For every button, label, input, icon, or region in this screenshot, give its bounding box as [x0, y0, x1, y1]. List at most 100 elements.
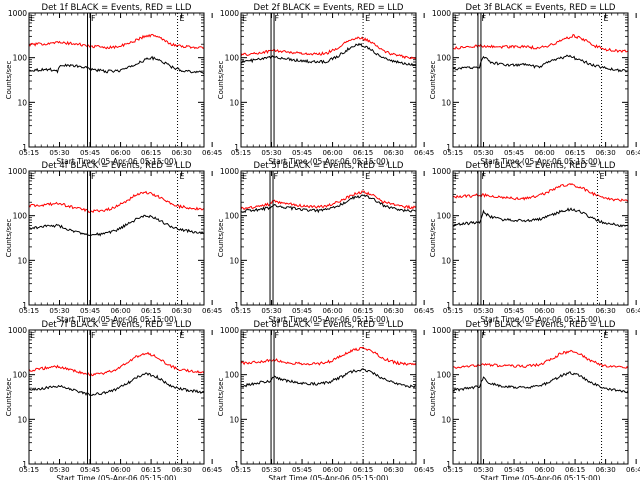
- x-tick-label: 05:45: [292, 466, 312, 474]
- marker-label: E: [180, 172, 185, 181]
- chart-title: Det 6f BLACK = Events, RED = LLD: [466, 161, 616, 171]
- x-tick-label: 05:30: [49, 149, 69, 157]
- series-line-lld: [240, 346, 417, 366]
- x-tick-label: 06:45: [202, 466, 222, 474]
- x-tick-label: 06:15: [141, 307, 161, 315]
- x-tick-label: 05:30: [261, 307, 281, 315]
- x-tick-label: 06:30: [596, 149, 616, 157]
- x-tick-label: 05:15: [443, 149, 463, 157]
- chart-title: Det 1f BLACK = Events, RED = LLD: [42, 3, 192, 13]
- x-tick-label: 06:45: [414, 466, 434, 474]
- y-tick-label: 1000: [8, 167, 27, 176]
- x-tick-label: 06:00: [110, 466, 130, 474]
- x-tick-label: 05:15: [19, 149, 39, 157]
- plot-frame: [240, 170, 417, 306]
- x-tick-label: 06:30: [596, 466, 616, 474]
- marker-label: E: [365, 172, 370, 181]
- y-tick-label: 1000: [432, 167, 451, 176]
- x-tick-label: 06:00: [534, 466, 554, 474]
- y-tick-label: 1000: [432, 326, 451, 335]
- chart-title: Det 9f BLACK = Events, RED = LLD: [466, 320, 616, 330]
- chart-title: Det 8f BLACK = Events, RED = LLD: [254, 320, 404, 330]
- series-line-events: [28, 55, 205, 75]
- x-tick-label: 05:15: [443, 466, 463, 474]
- y-tick-label: 1: [22, 460, 27, 469]
- y-tick-label: 1: [446, 460, 451, 469]
- marker-label: F: [481, 331, 486, 340]
- y-tick-label: 1000: [8, 9, 27, 18]
- y-tick-label: 1: [22, 143, 27, 152]
- x-tick-label: 05:30: [473, 149, 493, 157]
- marker-label: E: [242, 14, 247, 23]
- chart-title: Det 7f BLACK = Events, RED = LLD: [42, 320, 192, 330]
- y-tick-label: 100: [225, 212, 240, 221]
- x-tick-label: 05:30: [49, 466, 69, 474]
- y-tick-label: 100: [437, 212, 452, 221]
- y-axis-label: Counts/sec: [5, 378, 13, 417]
- x-axis-label: Start Time (05-Apr-06 05:15:00): [480, 157, 600, 166]
- marker-label: E: [242, 172, 247, 181]
- x-tick-label: 06:45: [626, 307, 640, 315]
- chart-title: Det 3f BLACK = Events, RED = LLD: [466, 3, 616, 13]
- x-axis-label: Start Time (05-Apr-06 05:15:00): [268, 474, 388, 480]
- x-tick-label: 06:45: [626, 466, 640, 474]
- x-tick-label: 06:45: [414, 307, 434, 315]
- x-tick-label: 06:30: [596, 307, 616, 315]
- x-tick-label: 05:30: [261, 149, 281, 157]
- x-tick-label: 06:45: [202, 307, 222, 315]
- marker-label: E: [365, 331, 370, 340]
- marker-label: E: [604, 331, 609, 340]
- marker-label: E: [604, 14, 609, 23]
- y-tick-label: 1000: [220, 167, 239, 176]
- x-tick-label: 06:30: [384, 466, 404, 474]
- y-axis-label: Counts/sec: [5, 219, 13, 258]
- y-tick-label: 10: [17, 98, 27, 107]
- marker-label: F: [481, 172, 486, 181]
- plot-frame: [452, 12, 629, 148]
- y-tick-label: 1: [234, 143, 239, 152]
- y-axis-label: Counts/sec: [429, 219, 437, 258]
- x-tick-label: 06:15: [565, 149, 585, 157]
- marker-label: E: [30, 14, 35, 23]
- series-line-events: [28, 372, 205, 396]
- marker-label: E: [599, 172, 604, 181]
- x-tick-label: 06:30: [172, 466, 192, 474]
- y-tick-label: 1: [446, 301, 451, 310]
- x-tick-label: 05:15: [19, 307, 39, 315]
- x-tick-label: 05:30: [473, 466, 493, 474]
- y-tick-label: 10: [441, 98, 451, 107]
- plot-frame: [240, 329, 417, 465]
- x-tick-label: 05:45: [292, 307, 312, 315]
- chart-panel-6: Det 6f BLACK = Events, RED = LLD Counts/s…: [429, 161, 640, 324]
- series-line-lld: [452, 349, 629, 370]
- marker-label: E: [454, 331, 459, 340]
- x-axis-label: Start Time (05-Apr-06 05:15:00): [480, 315, 600, 324]
- series-line-lld: [452, 33, 629, 53]
- x-axis-label: Start Time (05-Apr-06 05:15:00): [56, 157, 176, 166]
- x-axis-label: Start Time (05-Apr-06 05:15:00): [56, 474, 176, 480]
- y-tick-label: 10: [229, 256, 239, 265]
- y-axis-label: Counts/sec: [217, 219, 225, 258]
- series-line-lld: [452, 183, 629, 203]
- x-tick-label: 06:00: [534, 307, 554, 315]
- x-tick-label: 05:15: [443, 307, 463, 315]
- x-tick-label: 06:30: [172, 307, 192, 315]
- series-line-events: [452, 371, 629, 394]
- plot-frame: [28, 12, 205, 148]
- x-tick-label: 05:15: [231, 149, 251, 157]
- plot-frame: [452, 170, 629, 306]
- x-tick-label: 05:45: [504, 307, 524, 315]
- x-tick-label: 06:00: [534, 149, 554, 157]
- x-tick-label: 05:30: [473, 307, 493, 315]
- chart-panel-9: Det 9f BLACK = Events, RED = LLD Counts/s…: [429, 320, 640, 480]
- y-tick-label: 100: [437, 54, 452, 63]
- x-axis-label: Start Time (05-Apr-06 05:15:00): [480, 474, 600, 480]
- y-tick-label: 1000: [432, 9, 451, 18]
- y-tick-label: 10: [441, 415, 451, 424]
- plot-frame: [452, 329, 629, 465]
- y-tick-label: 1: [234, 460, 239, 469]
- y-axis-label: Counts/sec: [217, 378, 225, 417]
- plot-frame: [240, 12, 417, 148]
- marker-label: F: [275, 331, 280, 340]
